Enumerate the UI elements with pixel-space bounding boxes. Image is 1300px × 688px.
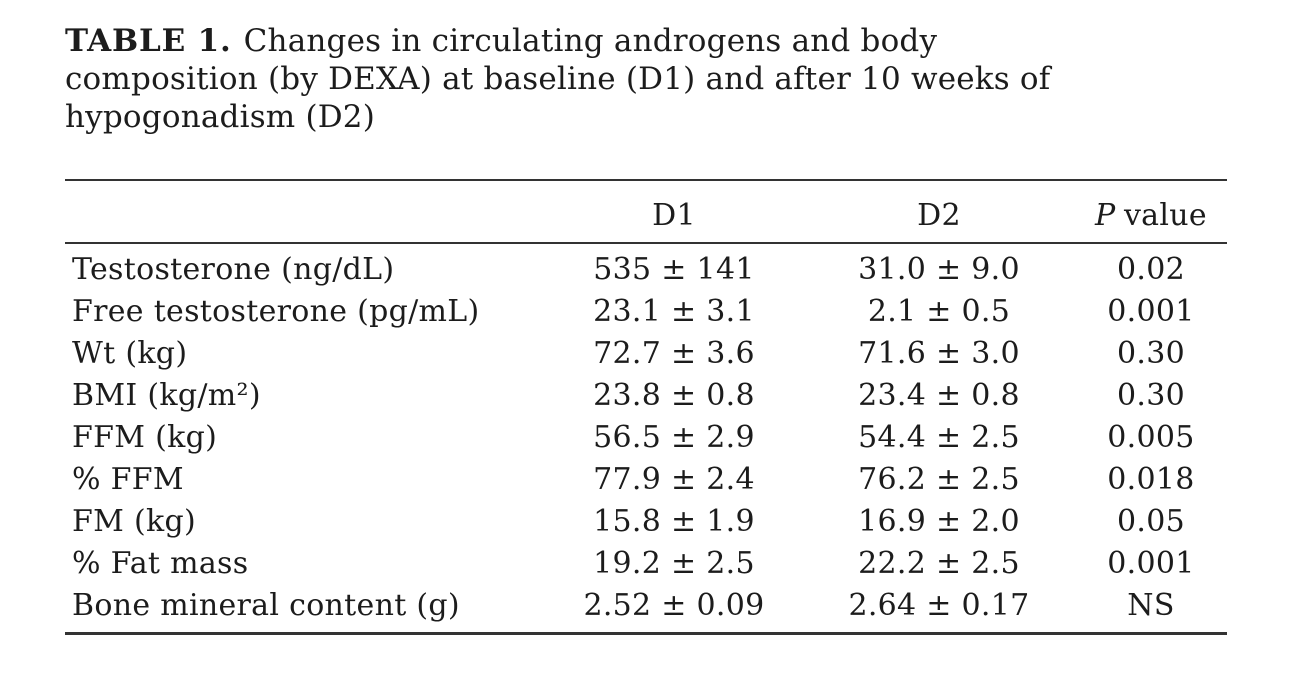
table-row-pct-ffm: % FFM 77.9 ± 2.4 76.2 ± 2.5 0.018	[65, 458, 1227, 500]
row-label: Bone mineral content (g)	[72, 587, 460, 623]
table-row-fm: FM (kg) 15.8 ± 1.9 16.9 ± 2.0 0.05	[65, 500, 1227, 542]
table-row-bone-mineral-content: Bone mineral content (g) 2.52 ± 0.09 2.6…	[65, 584, 1227, 634]
d1-value: 19.2 ± 2.5	[593, 545, 755, 581]
p-value: 0.02	[1117, 251, 1185, 287]
d1-value: 15.8 ± 1.9	[593, 503, 755, 539]
p-value: 0.05	[1117, 503, 1185, 539]
p-value: 0.30	[1117, 377, 1185, 413]
d2-value: 23.4 ± 0.8	[858, 377, 1020, 413]
table-row-bmi: BMI (kg/m²) 23.8 ± 0.8 23.4 ± 0.8 0.30	[65, 374, 1227, 416]
d2-value: 76.2 ± 2.5	[858, 461, 1020, 497]
row-label: % Fat mass	[72, 545, 249, 581]
caption-title-text: Changes in circulating androgens and bod…	[243, 23, 938, 59]
d2-value: 54.4 ± 2.5	[858, 419, 1020, 455]
d1-value: 23.1 ± 3.1	[593, 293, 755, 329]
p-value: NS	[1127, 587, 1175, 623]
table-row-free-testosterone: Free testosterone (pg/mL) 23.1 ± 3.1 2.1…	[65, 290, 1227, 332]
row-label: Testosterone (ng/dL)	[72, 251, 395, 287]
p-value: 0.001	[1107, 545, 1195, 581]
row-label: Wt (kg)	[72, 335, 188, 371]
row-label: % FFM	[72, 461, 184, 497]
d1-value: 2.52 ± 0.09	[583, 587, 765, 623]
caption-line-3: hypogonadism (D2)	[65, 99, 376, 135]
caption-line-1: TABLE 1. Changes in circulating androgens…	[65, 22, 1225, 60]
header-metric-empty	[65, 180, 545, 244]
paper-page: TABLE 1. Changes in circulating androgens…	[65, 22, 1227, 635]
d1-value: 77.9 ± 2.4	[593, 461, 755, 497]
d2-value: 31.0 ± 9.0	[858, 251, 1020, 287]
p-value: 0.018	[1107, 461, 1195, 497]
table-caption-label: TABLE 1.	[65, 23, 232, 59]
d2-value: 22.2 ± 2.5	[858, 545, 1020, 581]
d2-value: 2.1 ± 0.5	[867, 293, 1011, 329]
d2-value: 16.9 ± 2.0	[858, 503, 1020, 539]
p-value: 0.005	[1107, 419, 1195, 455]
row-label: BMI (kg/m²)	[72, 377, 261, 413]
row-label: FFM (kg)	[72, 419, 218, 455]
d1-value: 72.7 ± 3.6	[593, 335, 755, 371]
table-row-pct-fat-mass: % Fat mass 19.2 ± 2.5 22.2 ± 2.5 0.001	[65, 542, 1227, 584]
header-p-italic: P	[1095, 198, 1116, 233]
caption-line-2: composition (by DEXA) at baseline (D1) a…	[65, 61, 1051, 97]
header-d2: D2	[803, 180, 1075, 244]
table-row-weight: Wt (kg) 72.7 ± 3.6 71.6 ± 3.0 0.30	[65, 332, 1227, 374]
table-caption: TABLE 1. Changes in circulating androgens…	[65, 22, 1225, 136]
table-row-ffm: FFM (kg) 56.5 ± 2.9 54.4 ± 2.5 0.005	[65, 416, 1227, 458]
header-p-rest: value	[1123, 198, 1207, 233]
row-label: Free testosterone (pg/mL)	[72, 293, 480, 329]
d2-value: 71.6 ± 3.0	[858, 335, 1020, 371]
table-row-testosterone: Testosterone (ng/dL) 535 ± 141 31.0 ± 9.…	[65, 243, 1227, 290]
p-value: 0.001	[1107, 293, 1195, 329]
header-d1: D1	[545, 180, 803, 244]
d1-value: 535 ± 141	[593, 251, 755, 287]
d1-value: 23.8 ± 0.8	[593, 377, 755, 413]
row-label: FM (kg)	[72, 503, 196, 539]
d1-value: 56.5 ± 2.9	[593, 419, 755, 455]
p-value: 0.30	[1117, 335, 1185, 371]
d2-value: 2.64 ± 0.17	[848, 587, 1030, 623]
